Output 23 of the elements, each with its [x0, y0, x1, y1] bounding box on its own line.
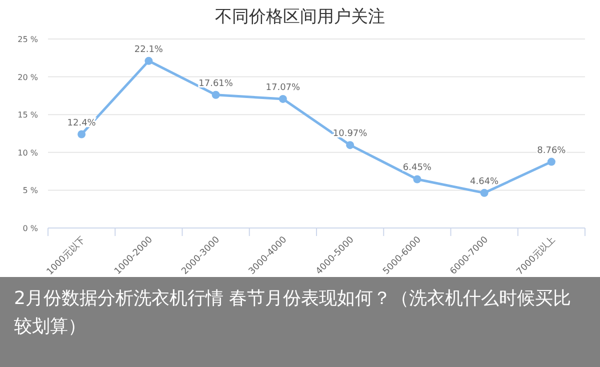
data-label: 17.07%	[266, 82, 301, 93]
data-label: 17.61%	[198, 78, 234, 89]
data-label: 22.1%	[134, 44, 164, 55]
point	[480, 188, 488, 197]
point	[278, 94, 287, 103]
point	[78, 130, 86, 138]
y-tick-label: 20 %	[18, 72, 38, 82]
point	[346, 141, 354, 150]
chart-title: 不同价格区间用户关注	[215, 7, 385, 27]
data-label: 10.97%	[332, 129, 368, 140]
point	[144, 56, 153, 65]
data-label: 4.64%	[470, 176, 500, 187]
point	[547, 158, 556, 166]
data-label: 8.76%	[537, 146, 566, 156]
text: 2月份数据分析洗衣机行情 春节月份表现如何？（洗衣机什么时候买比较划算）	[14, 287, 572, 339]
y-tick-label: 25 %	[18, 35, 38, 44]
y-tick-label: 5 %	[22, 186, 38, 196]
y-tick-label: 0 %	[22, 224, 38, 233]
y-tick-label: 15 %	[18, 110, 38, 120]
data-label: 6.45%	[402, 163, 432, 174]
point	[413, 175, 422, 184]
y-tick-label: 10 %	[18, 148, 38, 158]
point	[212, 90, 220, 99]
